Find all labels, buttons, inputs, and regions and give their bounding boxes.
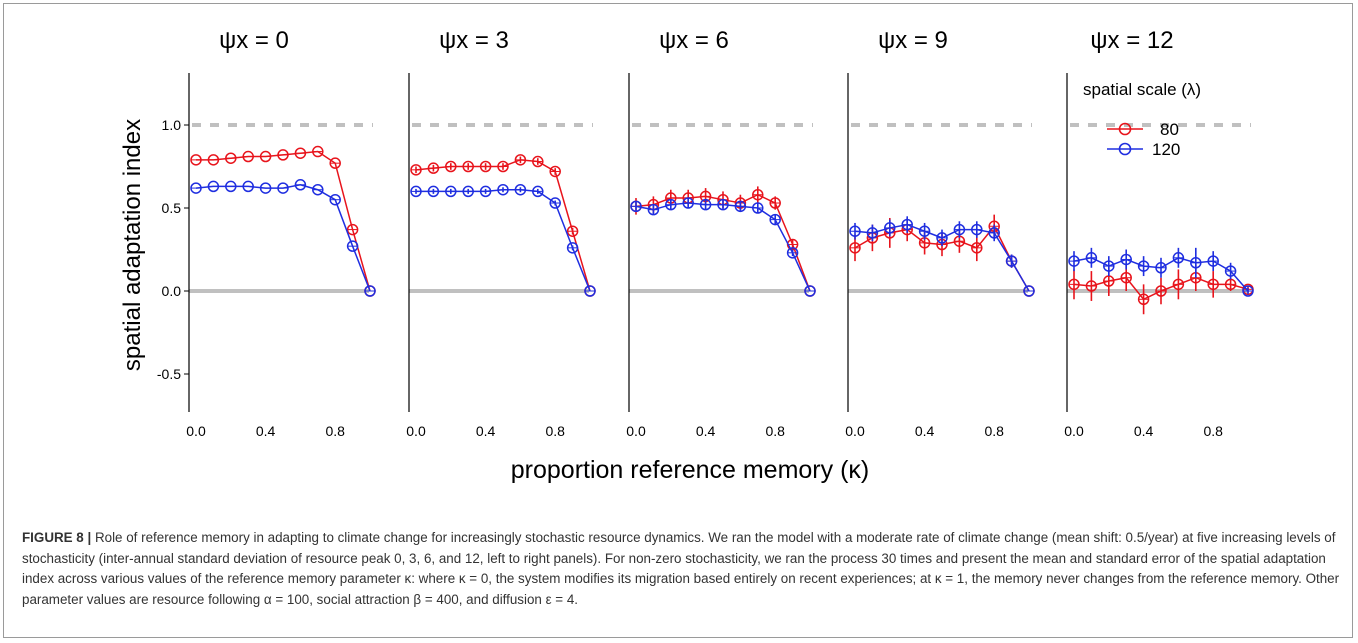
panel-title: ψx = 6 <box>659 27 729 54</box>
x-tick-label: 0.4 <box>256 423 276 439</box>
y-axis-label: spatial adaptation index <box>119 119 146 371</box>
figure-caption: FIGURE 8 | Role of reference memory in a… <box>22 528 1340 610</box>
x-tick-label: 0.8 <box>984 423 1004 439</box>
caption-label: FIGURE 8 | <box>22 530 92 545</box>
x-tick-label: 0.0 <box>626 423 646 439</box>
series-line-120 <box>416 188 591 292</box>
x-tick-label: 0.0 <box>845 423 865 439</box>
legend-marker-80 <box>1118 122 1132 136</box>
x-tick-label: 0.4 <box>1134 423 1154 439</box>
figure-chart: spatial adaptation index proportion refe… <box>119 27 1254 484</box>
y-tick-label: 0.5 <box>162 200 182 216</box>
legend-label-120: 120 <box>1152 140 1180 159</box>
panel-title: ψx = 9 <box>878 27 948 54</box>
series-line-120 <box>635 202 811 292</box>
series-line-120 <box>195 183 371 292</box>
x-tick-label: 0.0 <box>186 423 206 439</box>
caption-text: Role of reference memory in adapting to … <box>22 530 1340 607</box>
x-tick-label: 0.8 <box>325 423 345 439</box>
x-tick-label: 0.4 <box>696 423 716 439</box>
legend: spatial scale (λ) 80 120 <box>1083 80 1201 159</box>
legend-label-80: 80 <box>1160 120 1179 139</box>
x-tick-label: 0.0 <box>406 423 426 439</box>
y-tick-label: -0.5 <box>157 366 181 382</box>
x-tick-label: 0.8 <box>1203 423 1223 439</box>
legend-marker-120 <box>1118 142 1132 156</box>
x-tick-label: 0.8 <box>545 423 565 439</box>
panel-title: ψx = 12 <box>1090 27 1173 54</box>
legend-title: spatial scale (λ) <box>1083 80 1201 99</box>
x-tick-label: 0.0 <box>1064 423 1084 439</box>
panels-group: ψx = 0 1.0 0.5 0.0 -0.5 0.0 0.4 0.8 ψx = 3 0.0 0.4… <box>157 27 1254 439</box>
x-axis-label: proportion reference memory (κ) <box>511 456 869 484</box>
panel-title: ψx = 3 <box>439 27 509 54</box>
panel-title: ψx = 0 <box>219 27 289 54</box>
y-tick-label: 0.0 <box>162 283 182 299</box>
figure-frame <box>3 3 1353 638</box>
x-tick-label: 0.4 <box>476 423 496 439</box>
x-tick-label: 0.8 <box>765 423 785 439</box>
y-tick-label: 1.0 <box>162 117 182 133</box>
x-tick-label: 0.4 <box>915 423 935 439</box>
